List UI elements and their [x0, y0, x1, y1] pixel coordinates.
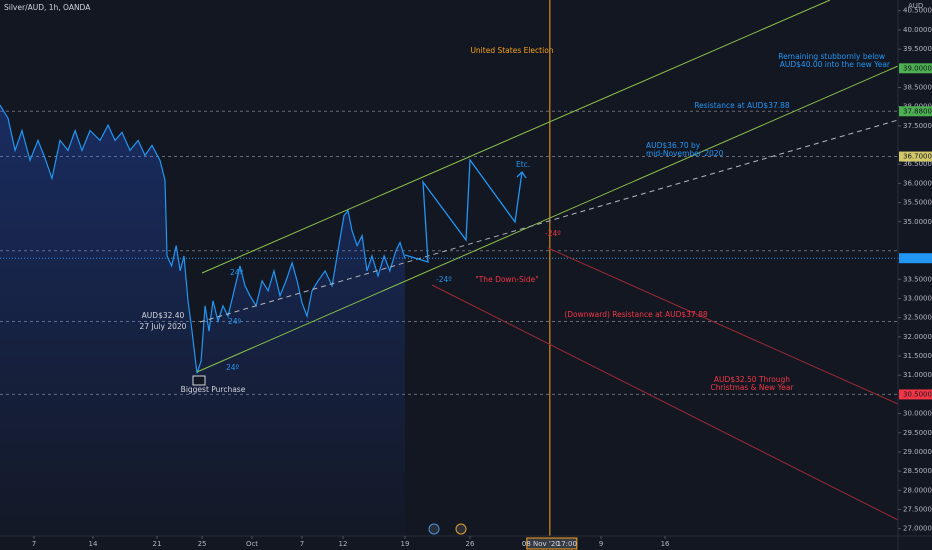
level-label: 36.70000: [903, 153, 932, 161]
annotation: Christmas & New Year: [710, 383, 794, 392]
annotation: 27 July 2020: [140, 322, 187, 331]
x-tick-label: 12: [339, 540, 348, 548]
channel-mid: [199, 119, 899, 323]
price-line: [0, 104, 406, 374]
annotation: AUD$36.70 by: [646, 141, 701, 150]
annotation: Resistance at AUD$37.88: [694, 101, 790, 110]
x-tick-label: 7: [32, 540, 36, 548]
x-tick-label: Oct: [246, 540, 258, 548]
y-tick-label: 30.00000: [903, 410, 932, 418]
annotation: AUD$32.50 Through: [714, 375, 790, 384]
y-tick-label: 32.00000: [903, 333, 932, 341]
y-tick-label: 31.00000: [903, 371, 932, 379]
y-tick-label: 27.00000: [903, 525, 932, 533]
cursor-tag: [526, 537, 578, 550]
channel-lower: [196, 65, 899, 373]
annotation: Biggest Purchase: [181, 385, 246, 394]
x-tick-label: 19: [401, 540, 410, 548]
annotation: -24º: [436, 275, 452, 284]
level-tag: [899, 63, 932, 74]
level-label: 37.88000: [903, 107, 932, 115]
annotation: 24º: [228, 317, 242, 326]
x-tick-label: 16: [661, 540, 670, 548]
x-tick-label: 25: [198, 540, 207, 548]
y-tick-label: 35.00000: [903, 218, 932, 226]
cursor-date: 08 Nov '20: [522, 540, 560, 548]
annotations: United States Election Remaining stubbor…: [140, 46, 891, 394]
annotation: Etc.: [516, 160, 530, 169]
y-axis-label: AUD: [908, 2, 923, 10]
annotation: 24º: [226, 363, 240, 372]
arrow-head: [516, 170, 527, 179]
level-tag: [899, 106, 932, 117]
grid: [0, 0, 898, 536]
level-tag: [899, 389, 932, 400]
x-tick-label: 26: [466, 540, 475, 548]
event-icon[interactable]: [455, 523, 467, 535]
x-tick-label: 7: [300, 540, 304, 548]
level-label: 39.00000: [903, 64, 932, 72]
event-icon[interactable]: [428, 523, 440, 535]
y-tick-label: 33.00000: [903, 295, 932, 303]
cursor-time: 17:00: [557, 540, 577, 548]
annotation: (Downward) Resistance at AUD$37.88: [564, 310, 708, 319]
chart-title: Silver/AUD, 1h, OANDA: [4, 3, 91, 12]
annotation: mid-November 2020: [646, 149, 724, 158]
y-tick-label: 28.00000: [903, 486, 932, 494]
drawings: [192, 0, 899, 535]
x-tick-label: 9: [599, 540, 603, 548]
annotation: Remaining stubbornly below: [778, 52, 885, 61]
x-tick-label: 14: [89, 540, 98, 548]
y-tick-label: 29.00000: [903, 448, 932, 456]
level-tag: [899, 151, 932, 162]
down-line: [431, 284, 899, 521]
annotation: United States Election: [470, 46, 553, 55]
projection: [404, 158, 523, 263]
annotation: 24º: [230, 268, 244, 277]
annotation: AUD$32.40: [142, 311, 185, 320]
annotation: "The Down-Side": [475, 275, 538, 284]
y-tick-label: 36.00000: [903, 179, 932, 187]
channel-upper: [201, 0, 831, 274]
plot: [0, 104, 406, 536]
x-tick-label: 21: [153, 540, 162, 548]
annotation: AUD$40.00 into the new Year: [780, 60, 891, 69]
flag-icon: [192, 375, 206, 386]
down-line: [547, 247, 899, 405]
current-price-tag: [899, 253, 932, 264]
y-tick-label: 40.00000: [903, 26, 932, 34]
annotation: -24º: [545, 229, 561, 238]
area: [0, 105, 405, 536]
